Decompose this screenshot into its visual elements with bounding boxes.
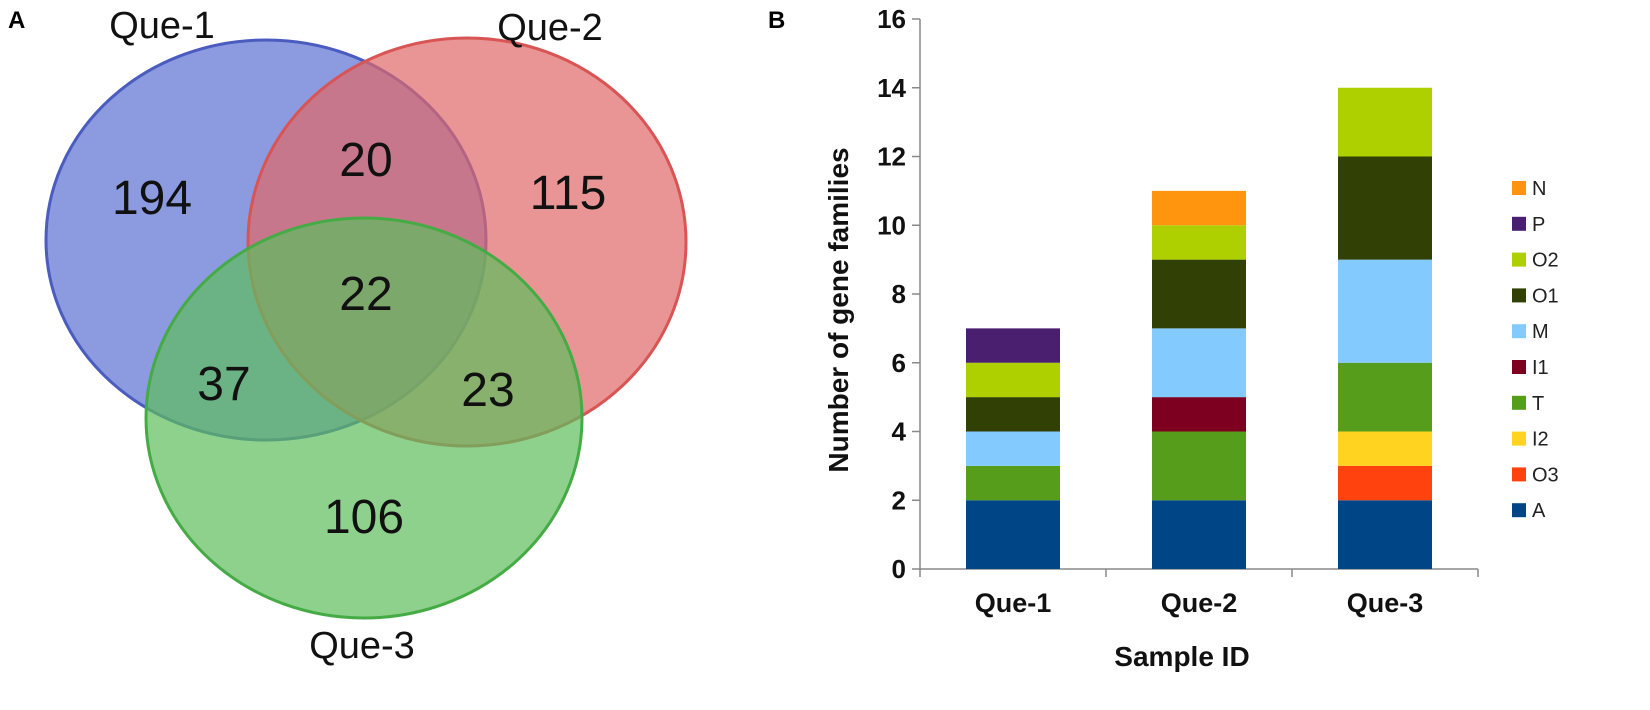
legend-label-o3: O3 (1532, 464, 1559, 486)
legend-swatch-p (1512, 216, 1526, 231)
y-tick-label: 14 (877, 73, 906, 103)
bar-segment-o1-que-3 (1338, 156, 1432, 260)
bar-segment-p-que-1 (966, 328, 1060, 363)
venn-circle-que-3 (144, 216, 584, 620)
legend-swatch-i2 (1512, 431, 1526, 446)
legend-swatch-a (1512, 503, 1526, 518)
legend-label-i1: I1 (1532, 357, 1549, 379)
legend-label-m: M (1532, 321, 1549, 343)
bar-segment-n-que-2 (1152, 190, 1246, 226)
bar-segment-m-que-3 (1338, 259, 1432, 363)
venn-label-que-3: Que-3 (309, 625, 415, 667)
bar-segment-o1-que-1 (966, 397, 1060, 432)
venn-label-que-1: Que-1 (109, 5, 215, 47)
y-tick-label: 0 (892, 554, 906, 584)
x-axis-title: Sample ID (1114, 641, 1249, 672)
legend-label-o1: O1 (1532, 285, 1559, 307)
venn-count-que1-only: 194 (112, 172, 192, 225)
y-tick-label: 12 (877, 142, 906, 172)
panel-letter-b: B (768, 7, 785, 34)
legend-label-p: P (1532, 214, 1545, 236)
x-tick-label: Que-3 (1347, 588, 1424, 618)
bar-segment-m-que-1 (966, 431, 1060, 466)
panel-letter-a: A (8, 7, 25, 34)
legend-label-t: T (1532, 393, 1544, 415)
legend-swatch-n (1512, 181, 1526, 195)
legend-label-n: N (1532, 178, 1546, 200)
y-tick-label: 8 (892, 279, 906, 309)
venn-count-que2-que3: 23 (461, 364, 514, 417)
y-axis-title: Number of gene families (823, 147, 854, 472)
y-tick-label: 4 (892, 417, 907, 447)
bar-segment-t-que-1 (966, 465, 1060, 501)
x-tick-label: Que-1 (975, 588, 1052, 618)
bar-segment-o3-que-3 (1338, 465, 1432, 501)
y-tick-label: 6 (892, 348, 906, 378)
legend-swatch-o3 (1512, 467, 1526, 482)
venn-count-all-three: 22 (339, 268, 392, 321)
venn-label-que-2: Que-2 (497, 7, 603, 49)
bar-segment-o1-que-2 (1152, 259, 1246, 329)
legend-swatch-m (1512, 324, 1526, 339)
bar-segment-o2-que-3 (1338, 87, 1432, 157)
legend-swatch-o1 (1512, 288, 1526, 303)
bar-segment-i1-que-2 (1152, 397, 1246, 432)
bar-segment-t-que-2 (1152, 431, 1246, 501)
venn-count-que1-que2: 20 (339, 134, 392, 187)
legend-label-i2: I2 (1532, 429, 1549, 451)
venn-count-que3-only: 106 (324, 491, 404, 544)
venn-count-que1-que3: 37 (197, 358, 250, 411)
bar-segment-t-que-3 (1338, 362, 1432, 432)
x-tick-label: Que-2 (1161, 588, 1238, 618)
bar-segment-o2-que-1 (966, 362, 1060, 398)
y-tick-label: 2 (892, 485, 906, 515)
plot-area: 0 2 4 6 8 10 12 14 16 Que-1 Que-2 Que-3 NP O2 O1 M I1 T I2… (877, 4, 1559, 618)
bar-segment-i2-que-3 (1338, 431, 1432, 466)
legend-swatch-o2 (1512, 252, 1526, 267)
legend-swatch-i1 (1512, 360, 1526, 374)
y-tick-label: 16 (877, 4, 906, 34)
bar-segment-a-que-3 (1338, 500, 1432, 569)
bar-segment-o2-que-2 (1152, 225, 1246, 260)
bar-segment-a-que-1 (966, 500, 1060, 569)
bar-segment-m-que-2 (1152, 328, 1246, 398)
bar-segment-a-que-2 (1152, 500, 1246, 569)
venn-count-que2-only: 115 (530, 167, 607, 220)
stacked-bar-chart: B 0 2 4 6 8 10 12 14 16 Que-1 Que-2 Que-3 NP O2 O1 M I1 T… (768, 4, 1559, 672)
legend-swatch-t (1512, 395, 1526, 410)
legend-label-o2: O2 (1532, 250, 1559, 272)
legend-label-a: A (1532, 500, 1546, 522)
y-tick-label: 10 (877, 210, 906, 240)
venn-diagram: A Que-1 Que-2 Que-3 194 115 106 20 37 23… (8, 5, 688, 667)
